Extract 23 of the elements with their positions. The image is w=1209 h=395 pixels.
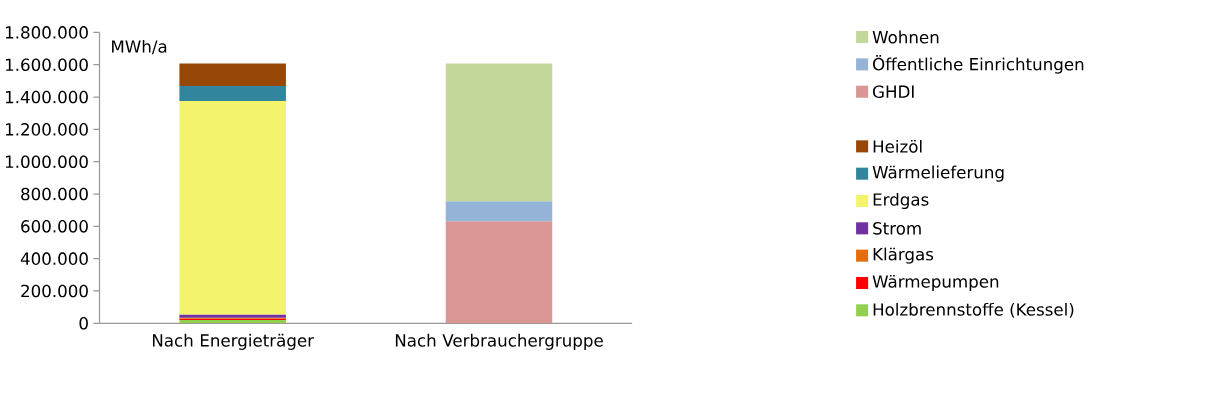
y-tick-label: 1.000.000: [5, 155, 88, 169]
x-tick-label: Nach Energieträger: [152, 334, 315, 351]
y-tick-label: 1.400.000: [5, 90, 88, 104]
y-tick-label: 1.800.000: [5, 26, 88, 39]
legend-label: Erdgas: [873, 193, 929, 210]
legend-label: Wohnen: [872, 30, 939, 44]
y-tick-label: 800.000: [21, 187, 88, 201]
legend-label: Wärmelieferung: [872, 165, 1004, 182]
y-tick-label: 400.000: [20, 252, 88, 266]
y-tick-label: 200.000: [21, 284, 88, 298]
legend-label: Klärgas: [873, 247, 934, 264]
y-axis-title: MWh/a: [112, 40, 167, 55]
legend-label: Holzbrennstoffe (Kessel): [873, 303, 1074, 318]
y-tick-label: 1.200.000: [5, 123, 88, 136]
legend-label: Heizöl: [873, 140, 922, 153]
legend-label: Öffentliche Einrichtungen: [873, 55, 1084, 74]
x-tick-label: Nach Verbrauchergruppe: [395, 334, 603, 351]
legend-label: Strom: [873, 222, 921, 235]
y-tick-label: 600.000: [21, 220, 88, 233]
y-tick-label: 1.600.000: [5, 58, 88, 72]
y-tick-label: 0: [79, 317, 88, 330]
legend-label: GHDI: [873, 85, 914, 99]
legend-label: Wärmepumpen: [872, 275, 999, 292]
